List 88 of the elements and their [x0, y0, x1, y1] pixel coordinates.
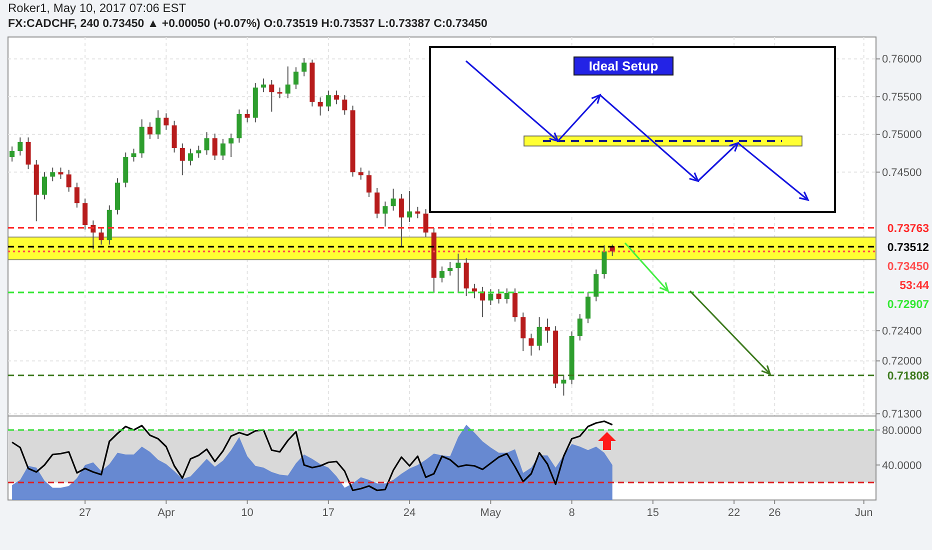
candlestick [342, 94, 348, 116]
candlestick [50, 167, 56, 182]
x-tick-label: Apr [158, 507, 176, 519]
candlestick [390, 188, 396, 212]
candlestick [398, 194, 404, 248]
candlestick [261, 78, 266, 93]
x-tick-label: 26 [768, 507, 781, 519]
candlestick [366, 170, 372, 198]
text: 53:44 [900, 280, 930, 292]
candlestick [164, 112, 169, 130]
candlestick [82, 198, 88, 230]
candlestick [440, 266, 444, 283]
candlestick [172, 120, 177, 154]
x-tick-label: 24 [403, 507, 416, 519]
candlestick [561, 374, 566, 396]
candlestick [488, 288, 494, 306]
y-tick-label: 80.0000 [882, 424, 922, 437]
candlestick [18, 136, 23, 156]
y-tick-label: 0.75500 [882, 91, 922, 104]
x-tick-label: 15 [646, 507, 660, 519]
candlestick [423, 208, 428, 238]
candlestick [536, 316, 542, 351]
candlestick [326, 90, 331, 112]
candlestick [358, 167, 364, 180]
y-tick-label: 0.72400 [882, 326, 922, 338]
x-tick-label: 17 [322, 507, 335, 519]
candlestick [228, 133, 234, 158]
y-tick-label: 0.74500 [882, 166, 922, 179]
candlestick [196, 145, 202, 158]
candlestick [586, 292, 591, 324]
candlestick [66, 169, 72, 192]
candlestick [594, 269, 599, 302]
candlestick [318, 96, 323, 116]
x-tick-label: 8 [568, 507, 575, 519]
candlestick [520, 312, 526, 352]
chart-subtitle: FX:CADCHF, 240 0.73450 ▲ +0.00050 (+0.07%) O:0.73519 H:0.73537 L:0.73387 C:0.73450 [8, 18, 488, 30]
x-tick-label: Jun [854, 507, 873, 519]
candlestick [302, 58, 307, 77]
candlestick [147, 122, 152, 140]
candlestick [180, 142, 185, 176]
line-series [11, 420, 614, 492]
candlestick [220, 138, 226, 161]
y-tick-label: 0.71300 [882, 408, 922, 421]
candlestick [472, 283, 477, 299]
candlestick [277, 87, 282, 99]
candlestick [374, 187, 380, 219]
candlestick [204, 132, 210, 156]
x-tick-label: 27 [78, 507, 92, 519]
candlestick [293, 66, 298, 90]
candlestick [74, 182, 80, 208]
schematic-inset: Ideal Setup [429, 46, 836, 213]
candlestick [212, 133, 218, 161]
y-tick-label: 40.0000 [882, 460, 922, 472]
ref-line-label: 0.73512 [887, 242, 929, 254]
candlestick [58, 167, 64, 180]
candlestick [407, 190, 412, 222]
annotation: Ideal Setup [588, 58, 658, 74]
y-tick-label: 0.75000 [882, 129, 922, 142]
candlestick [528, 333, 534, 356]
y-tick-label: 0.76000 [882, 54, 922, 66]
x-tick-label: 10 [241, 507, 254, 519]
candlestick [131, 148, 136, 162]
x-tick-label: 22 [728, 507, 740, 519]
candlestick [456, 253, 461, 294]
ref-line-label: 0.73763 [887, 222, 929, 235]
candlestick [382, 201, 388, 227]
candlestick [334, 90, 340, 105]
ref-line-label: 0.72907 [887, 298, 929, 311]
candlestick [544, 318, 550, 344]
x-tick-label: May [480, 507, 502, 519]
candlestick [285, 66, 290, 99]
candlestick [98, 228, 104, 246]
candlestick [504, 288, 510, 304]
candlestick [156, 110, 161, 140]
candlestick [244, 108, 250, 123]
ref-line-label: 0.73450 [887, 260, 929, 273]
candlestick [496, 288, 502, 304]
y-tick-label: 0.72000 [882, 356, 922, 368]
chart-title: Roker1, May 10, 2017 07:06 EST [8, 1, 187, 15]
candlestick [269, 80, 274, 112]
candlestick [577, 314, 582, 341]
candlestick [26, 136, 31, 170]
candlestick [602, 244, 607, 280]
candlestick [42, 172, 48, 200]
candlestick [10, 146, 15, 162]
candlestick [448, 261, 453, 276]
ref-line-label: 0.71808 [887, 370, 930, 382]
candlestick [188, 148, 194, 166]
